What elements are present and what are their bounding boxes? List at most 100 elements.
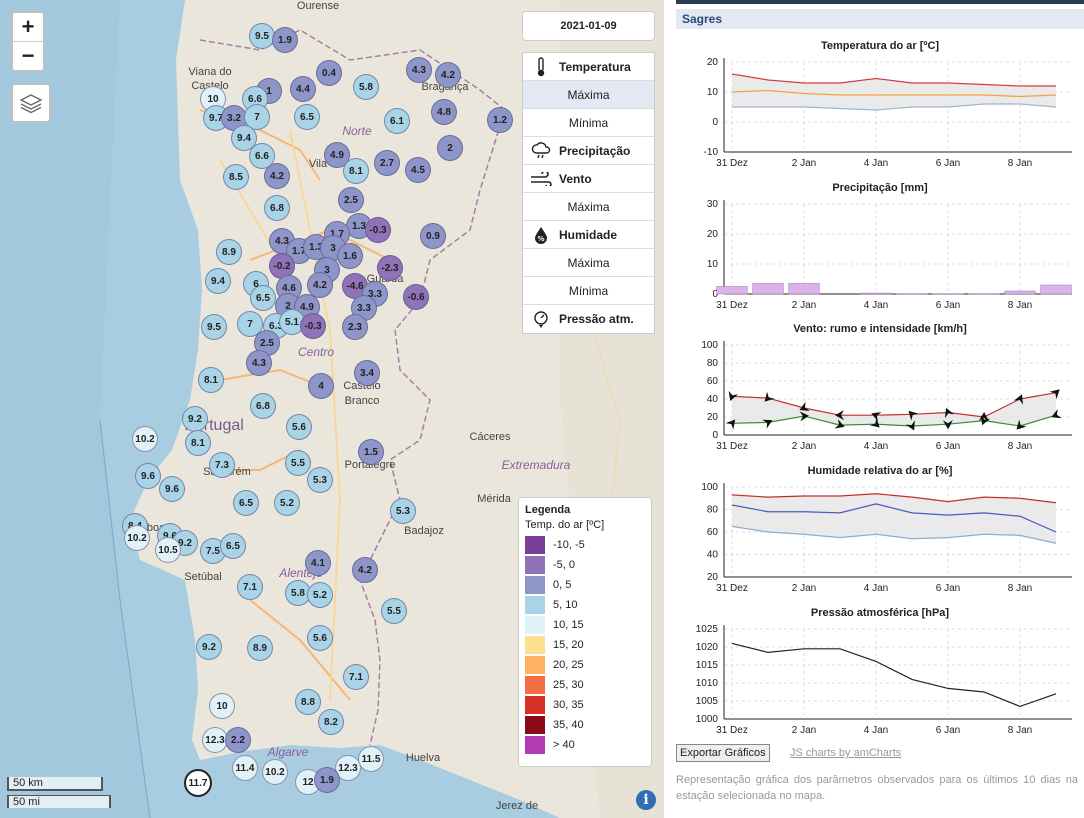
station-marker[interactable]: 0.4 (316, 60, 342, 86)
station-marker[interactable]: 9.5 (201, 314, 227, 340)
station-marker[interactable]: 8.5 (223, 164, 249, 190)
station-marker[interactable]: 10.2 (132, 426, 158, 452)
station-marker[interactable]: 6.1 (384, 108, 410, 134)
station-marker[interactable]: 8.1 (343, 158, 369, 184)
station-marker[interactable]: 8.1 (185, 430, 211, 456)
station-marker[interactable]: 4.1 (305, 550, 331, 576)
station-marker[interactable]: -0.3 (365, 217, 391, 243)
menu-humidade-maxima[interactable]: Máxima (523, 249, 654, 277)
station-marker[interactable]: 8.1 (198, 367, 224, 393)
menu-vento[interactable]: Vento (523, 165, 654, 193)
station-marker[interactable]: 4.8 (431, 99, 457, 125)
station-marker[interactable]: 2.3 (342, 314, 368, 340)
station-marker[interactable]: 9.2 (196, 634, 222, 660)
station-marker[interactable]: 5.5 (285, 450, 311, 476)
station-marker[interactable]: 4.2 (352, 557, 378, 583)
station-marker[interactable]: 5.5 (381, 598, 407, 624)
station-marker[interactable]: 7.1 (343, 664, 369, 690)
station-marker[interactable]: 4.4 (290, 76, 316, 102)
station-marker[interactable]: 6.5 (220, 533, 246, 559)
station-marker[interactable]: 7 (244, 104, 270, 130)
legend-swatch (525, 576, 545, 594)
station-marker[interactable]: 9.6 (159, 476, 185, 502)
menu-vento-maxima[interactable]: Máxima (523, 193, 654, 221)
y-tick-label: 10 (707, 259, 719, 270)
menu-temperatura[interactable]: Temperatura (523, 53, 654, 81)
legend-swatch (525, 636, 545, 654)
station-marker[interactable]: 1.5 (358, 439, 384, 465)
x-tick-label: 31 Dez (716, 300, 748, 311)
station-marker[interactable]: 9.6 (135, 463, 161, 489)
station-marker[interactable]: 6.5 (250, 285, 276, 311)
map-label: Extremadura (501, 458, 571, 472)
export-charts-button[interactable]: Exportar Gráficos (676, 744, 770, 762)
station-marker[interactable]: 4 (308, 373, 334, 399)
menu-temperatura-maxima[interactable]: Máxima (523, 81, 654, 109)
station-marker[interactable]: 7.3 (209, 452, 235, 478)
station-marker[interactable]: 5.3 (390, 498, 416, 524)
x-tick-label: 8 Jan (1008, 300, 1032, 311)
station-marker[interactable]: 11.5 (358, 746, 384, 772)
station-marker[interactable]: 9.5 (249, 23, 275, 49)
station-marker[interactable]: 5.6 (286, 414, 312, 440)
station-marker[interactable]: 3.4 (354, 360, 380, 386)
station-marker[interactable]: 12.3 (202, 727, 228, 753)
station-marker[interactable]: 4.2 (435, 62, 461, 88)
station-marker[interactable]: 9.4 (205, 268, 231, 294)
x-tick-label: 8 Jan (1008, 583, 1032, 594)
station-marker[interactable]: 2.5 (338, 187, 364, 213)
station-marker[interactable]: 4.3 (406, 57, 432, 83)
station-marker[interactable]: 10.2 (262, 759, 288, 785)
station-marker[interactable]: -0.6 (403, 284, 429, 310)
station-marker[interactable]: 8.9 (247, 635, 273, 661)
station-marker[interactable]: 4.5 (405, 157, 431, 183)
station-marker[interactable]: 6.6 (249, 143, 275, 169)
legend-label: 15, 20 (553, 639, 584, 651)
station-marker[interactable]: 5.2 (307, 582, 333, 608)
station-marker[interactable]: 1.9 (314, 767, 340, 793)
station-marker[interactable]: 6.5 (233, 490, 259, 516)
station-marker[interactable]: 11.4 (232, 755, 258, 781)
station-marker[interactable]: 2.7 (374, 150, 400, 176)
station-marker[interactable]: 4.2 (264, 163, 290, 189)
station-marker[interactable]: 6.8 (250, 393, 276, 419)
station-marker[interactable]: 8.9 (216, 239, 242, 265)
zoom-out-button[interactable]: − (13, 41, 43, 70)
station-marker[interactable]: 7.1 (237, 574, 263, 600)
station-marker[interactable]: 5.3 (307, 467, 333, 493)
station-marker[interactable]: 0.9 (420, 223, 446, 249)
station-marker[interactable]: 9.2 (182, 406, 208, 432)
station-marker[interactable]: 2.2 (225, 727, 251, 753)
station-marker[interactable]: 4.2 (307, 272, 333, 298)
station-marker[interactable]: 1.6 (337, 243, 363, 269)
layers-button[interactable] (11, 83, 51, 123)
zoom-in-button[interactable]: + (21, 14, 35, 39)
station-marker[interactable]: 8.2 (318, 709, 344, 735)
menu-pressao[interactable]: Pressão atm. (523, 305, 654, 333)
date-display[interactable]: 2021-01-09 (522, 11, 655, 41)
menu-humidade[interactable]: % Humidade (523, 221, 654, 249)
station-marker[interactable]: 4.3 (246, 350, 272, 376)
station-marker[interactable]: 5.8 (353, 74, 379, 100)
station-marker[interactable]: 5.2 (274, 490, 300, 516)
amcharts-link[interactable]: JS charts by amCharts (790, 747, 902, 759)
station-marker[interactable]: 10.5 (155, 537, 181, 563)
station-marker[interactable]: 6.8 (264, 195, 290, 221)
station-marker[interactable]: 10 (209, 693, 235, 719)
station-marker[interactable]: 2 (437, 135, 463, 161)
station-marker[interactable]: 1.2 (487, 107, 513, 133)
station-marker-selected[interactable]: 11.7 (184, 769, 212, 797)
info-icon[interactable]: i (636, 790, 656, 810)
station-marker[interactable]: 10.2 (124, 525, 150, 551)
station-marker[interactable]: -2.3 (377, 255, 403, 281)
menu-precipitacao[interactable]: Precipitação (523, 137, 654, 165)
menu-temperatura-minima[interactable]: Mínima (523, 109, 654, 137)
station-marker[interactable]: 6.5 (294, 104, 320, 130)
menu-humidade-minima[interactable]: Mínima (523, 277, 654, 305)
chart: -10 0 10 20 31 Dez 2 Jan 4 Jan 6 Jan 8 Jan (704, 57, 1072, 169)
station-marker[interactable]: 5.6 (307, 625, 333, 651)
station-marker[interactable]: -0.3 (300, 313, 326, 339)
station-marker[interactable]: 8.8 (295, 689, 321, 715)
station-marker[interactable]: 1.9 (272, 27, 298, 53)
